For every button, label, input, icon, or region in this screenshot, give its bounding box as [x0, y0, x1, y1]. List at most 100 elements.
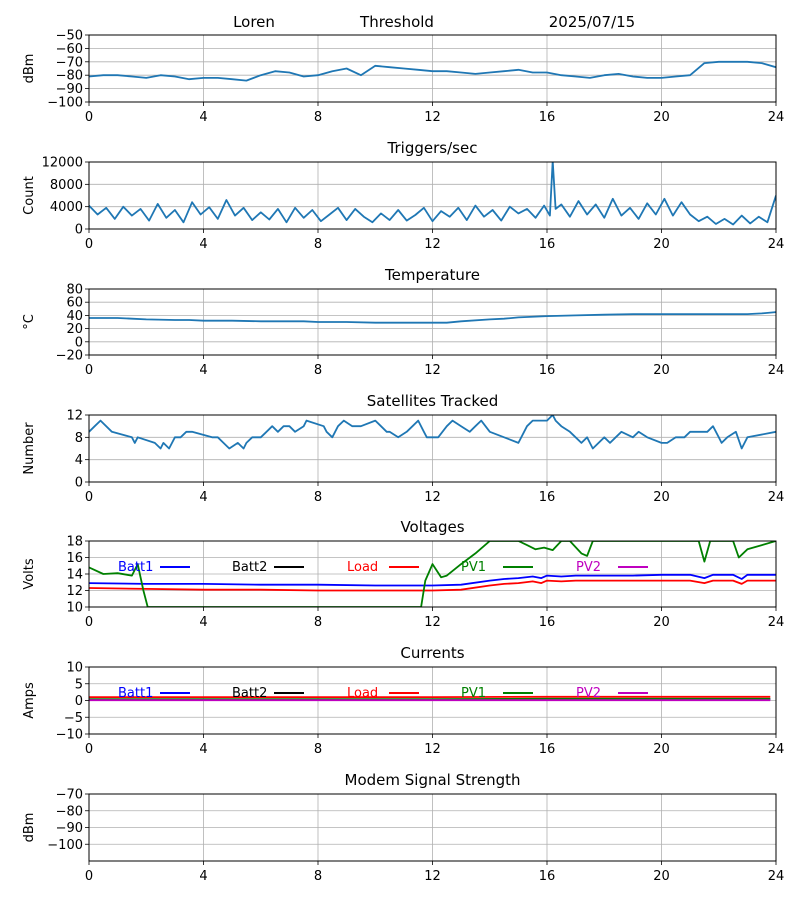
x-tick-label: 4 — [199, 869, 207, 884]
legend-label: PV1 — [461, 686, 486, 701]
y-tick-label: 10 — [66, 661, 83, 676]
x-tick-label: 24 — [768, 490, 785, 505]
y-tick-label: 8000 — [50, 178, 83, 193]
y-tick-label: 4 — [75, 453, 83, 468]
legend-label: Batt1 — [118, 686, 153, 701]
x-tick-label: 8 — [314, 490, 322, 505]
x-tick-label: 24 — [768, 237, 785, 252]
header-mode: Threshold — [359, 13, 434, 31]
x-tick-label: 0 — [85, 490, 93, 505]
x-tick-label: 16 — [539, 110, 556, 125]
x-tick-label: 8 — [314, 110, 322, 125]
x-tick-label: 12 — [424, 615, 441, 630]
y-tick-label: −10 — [56, 728, 83, 743]
y-axis-label: Count — [22, 176, 37, 215]
y-tick-label: 40 — [66, 309, 83, 324]
y-tick-label: 0 — [75, 335, 83, 350]
x-tick-label: 12 — [424, 237, 441, 252]
header-date: 2025/07/15 — [549, 13, 635, 31]
x-tick-label: 12 — [424, 869, 441, 884]
x-tick-label: 16 — [539, 742, 556, 757]
x-tick-label: 12 — [424, 742, 441, 757]
x-tick-label: 12 — [424, 490, 441, 505]
x-tick-label: 20 — [653, 110, 670, 125]
x-tick-label: 16 — [539, 615, 556, 630]
x-tick-label: 4 — [199, 237, 207, 252]
legend-label: Batt2 — [232, 560, 267, 575]
x-tick-label: 4 — [199, 110, 207, 125]
chart-title: Voltages — [400, 518, 464, 536]
legend-label: Load — [347, 686, 378, 701]
y-axis-label: dBm — [22, 54, 37, 84]
x-tick-label: 20 — [653, 615, 670, 630]
x-tick-label: 12 — [424, 363, 441, 378]
y-tick-label: 18 — [66, 535, 83, 550]
y-tick-label: −100 — [47, 838, 83, 853]
y-tick-label: 5 — [75, 677, 83, 692]
y-tick-label: 12000 — [42, 156, 83, 171]
x-tick-label: 20 — [653, 742, 670, 757]
x-tick-label: 4 — [199, 742, 207, 757]
x-tick-label: 24 — [768, 742, 785, 757]
chart-title: Satellites Tracked — [367, 392, 498, 410]
y-axis-label: °C — [22, 314, 37, 330]
x-tick-label: 20 — [653, 869, 670, 884]
legend-label: PV2 — [576, 686, 601, 701]
x-tick-label: 0 — [85, 869, 93, 884]
x-tick-label: 16 — [539, 363, 556, 378]
x-tick-label: 20 — [653, 490, 670, 505]
x-tick-label: 0 — [85, 110, 93, 125]
y-tick-label: −90 — [56, 821, 83, 836]
x-tick-label: 16 — [539, 490, 556, 505]
x-tick-label: 24 — [768, 363, 785, 378]
x-tick-label: 4 — [199, 490, 207, 505]
x-tick-label: 20 — [653, 363, 670, 378]
figure-header: Loren Threshold 2025/07/15 — [233, 13, 635, 31]
x-tick-label: 0 — [85, 363, 93, 378]
legend-label: Batt2 — [232, 686, 267, 701]
x-tick-label: 16 — [539, 869, 556, 884]
x-tick-label: 24 — [768, 869, 785, 884]
y-tick-label: 0 — [75, 694, 83, 709]
y-tick-label: 0 — [75, 223, 83, 238]
y-tick-label: −70 — [56, 788, 83, 803]
y-tick-label: −5 — [64, 711, 83, 726]
x-tick-label: 8 — [314, 869, 322, 884]
y-tick-label: 12 — [66, 584, 83, 599]
x-tick-label: 0 — [85, 237, 93, 252]
x-tick-label: 8 — [314, 363, 322, 378]
x-tick-label: 20 — [653, 237, 670, 252]
y-tick-label: 80 — [66, 283, 83, 298]
chart-title: Currents — [400, 644, 464, 662]
y-tick-label: 0 — [75, 476, 83, 491]
y-tick-label: 16 — [66, 551, 83, 566]
chart-title: Temperature — [384, 266, 480, 284]
x-tick-label: 24 — [768, 110, 785, 125]
y-tick-label: 60 — [66, 296, 83, 311]
legend-label: PV1 — [461, 560, 486, 575]
header-station: Loren — [233, 13, 275, 31]
y-tick-label: 14 — [66, 568, 83, 583]
y-tick-label: 10 — [66, 601, 83, 616]
y-axis-label: Number — [22, 422, 37, 475]
x-tick-label: 24 — [768, 615, 785, 630]
chart-title: Triggers/sec — [387, 139, 478, 157]
y-axis-label: Volts — [22, 558, 37, 590]
chart-title: Modem Signal Strength — [345, 771, 521, 789]
legend-label: Batt1 — [118, 560, 153, 575]
legend-label: Load — [347, 560, 378, 575]
x-tick-label: 8 — [314, 237, 322, 252]
y-tick-label: 8 — [75, 431, 83, 446]
x-tick-label: 8 — [314, 742, 322, 757]
x-tick-label: 4 — [199, 363, 207, 378]
y-tick-label: −80 — [56, 804, 83, 819]
x-tick-label: 4 — [199, 615, 207, 630]
